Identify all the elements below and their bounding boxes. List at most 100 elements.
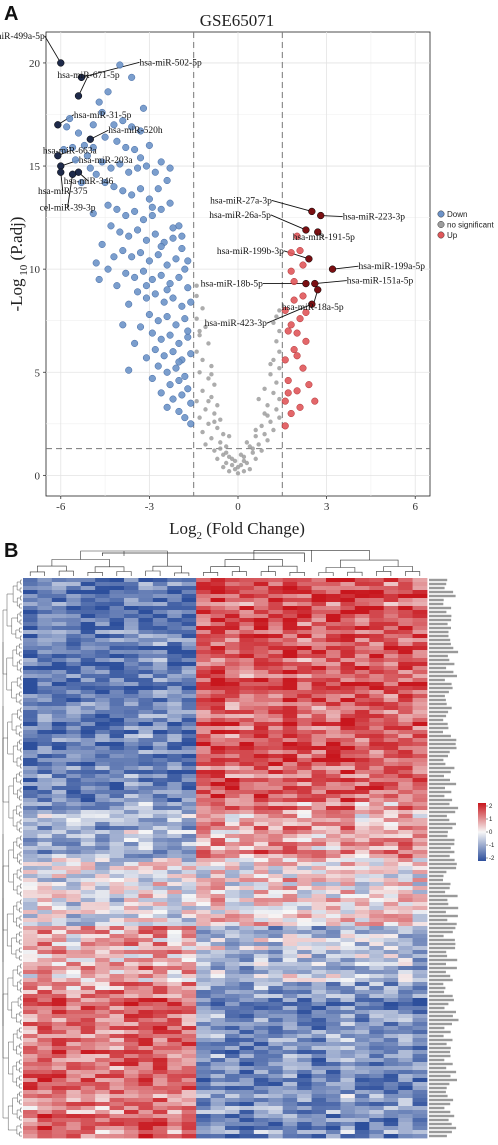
heatmap-cell [239,594,255,599]
heatmap-cell [95,962,110,967]
heatmap-cell [253,1126,269,1131]
heatmap-cell [66,742,82,747]
heatmap-cell [311,1006,327,1011]
heatmap-cell [138,1062,154,1067]
heatmap-cell [354,886,370,891]
heatmap-cell [124,1014,139,1019]
heatmap-cell [196,1126,211,1131]
heatmap-cell [51,966,67,971]
heatmap-cell [225,926,240,931]
heatmap-cell [398,750,413,755]
heatmap-cell [239,734,255,739]
heatmap-cell [398,938,413,943]
heatmap-cell [80,854,96,859]
heatmap-cell [369,670,385,675]
heatmap-cell [253,770,269,775]
heatmap-cell [311,678,327,683]
point-down [184,385,192,393]
heatmap-cell [95,1054,110,1059]
heatmap-cell [138,1066,154,1071]
heatmap-cell [354,946,370,951]
heatmap-cell [80,1094,96,1099]
heatmap-cell [282,862,298,867]
heatmap-cell [239,662,255,667]
heatmap-cell [80,726,96,731]
heatmap-cell [369,702,385,707]
heatmap-cell [109,654,125,659]
heatmap-cell [225,830,240,835]
heatmap-cell [369,662,385,667]
heatmap-cell [196,802,211,807]
heatmap-cell [383,1102,399,1107]
heatmap-cell [124,934,139,939]
heatmap-cell [167,946,183,951]
heatmap-cell [398,906,413,911]
heatmap-cell [398,802,413,807]
heatmap-cell [66,918,82,923]
heatmap-cell [383,738,399,743]
heatmap-cell [326,1098,341,1103]
heatmap-cell [253,666,269,671]
heatmap-cell [225,646,240,651]
heatmap-cell [138,802,154,807]
heatmap-cell [80,1062,96,1067]
row-label-placeholder [429,682,452,686]
heatmap-cell [37,762,53,767]
heatmap-cell [340,806,356,811]
heatmap-cell [282,766,298,771]
heatmap-cell [109,918,125,923]
heatmap-cell [23,594,38,599]
heatmap-cell [196,610,211,615]
heatmap-cell [196,758,211,763]
heatmap-cell [95,782,110,787]
heatmap-cell [167,1074,183,1079]
heatmap-cell [138,690,154,695]
heatmap-cell [37,1078,53,1083]
heatmap-cell [369,1010,385,1015]
heatmap-cell [354,1042,370,1047]
heatmap-cell [23,618,38,623]
point-down [128,253,136,261]
heatmap-cell [398,582,413,587]
heatmap-cell [239,798,255,803]
heatmap-cell [239,610,255,615]
heatmap-cell [66,862,82,867]
heatmap-cell [412,606,428,611]
heatmap-cell [51,950,67,955]
heatmap-cell [253,622,269,627]
heatmap-cell [138,1086,154,1091]
heatmap-cell [412,602,428,607]
heatmap-cell [37,1090,53,1095]
heatmap-cell [383,862,399,867]
heatmap-cell [95,898,110,903]
heatmap-cell [51,970,67,975]
point-ns [197,415,202,420]
heatmap-cell [80,714,96,719]
heatmap-cell [369,918,385,923]
heatmap-cell [340,946,356,951]
heatmap-cell [37,610,53,615]
heatmap-cell [225,1054,240,1059]
point-up [299,261,307,269]
heatmap-cell [152,1106,168,1111]
heatmap-cell [80,898,96,903]
heatmap-cell [383,654,399,659]
heatmap-cell [225,806,240,811]
row-label-placeholder [429,854,450,858]
heatmap-cell [268,1134,284,1139]
heatmap-cell [152,1034,168,1039]
heatmap-cell [210,582,226,587]
heatmap-cell [253,658,269,663]
heatmap-cell [181,698,197,703]
heatmap-cell [239,790,255,795]
heatmap-cell [369,1006,385,1011]
heatmap-cell [152,790,168,795]
heatmap-cell [167,838,183,843]
heatmap-cell [23,802,38,807]
heatmap-cell [297,670,312,675]
heatmap-cell [66,870,82,875]
heatmap-cell [383,962,399,967]
heatmap-cell [412,1134,428,1139]
row-label-placeholder [429,722,448,726]
heatmap-cell [282,654,298,659]
